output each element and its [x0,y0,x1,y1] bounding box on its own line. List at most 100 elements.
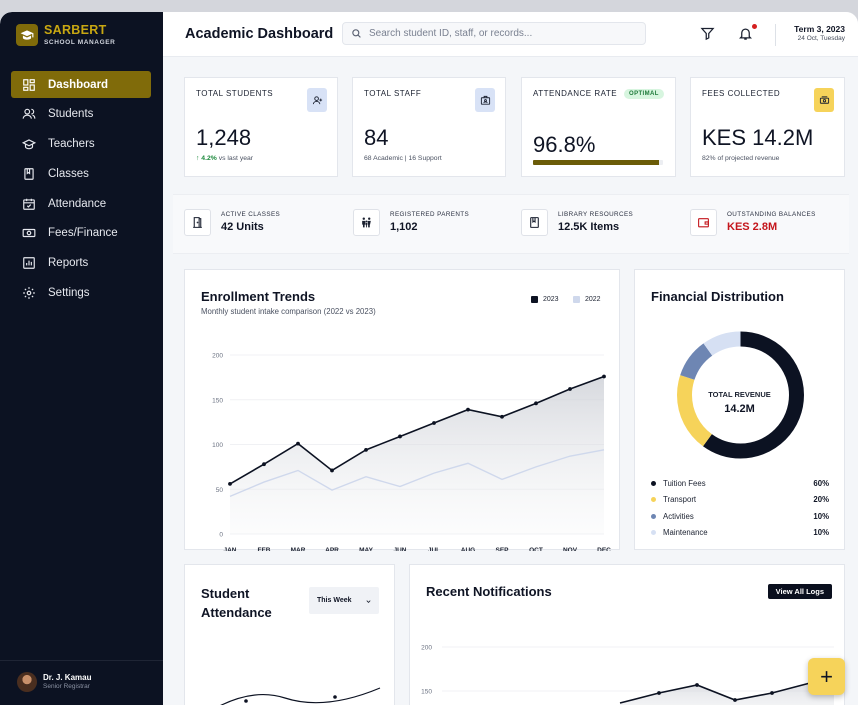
stat-label: FEES COLLECTED [702,89,781,98]
attendance-progress-bar [533,160,663,165]
stat-value: 84 [364,125,389,150]
period-select[interactable]: This Week [309,587,379,614]
x-tick-label: DEC [597,547,611,551]
legend-dot [651,530,656,536]
notif-area [620,675,834,705]
legend-label: Tuition Fees [663,478,706,488]
card-title: Financial Distribution [651,289,784,304]
x-tick-label: OCT [529,547,543,551]
search-icon [352,29,361,38]
secondary-stats-strip: ACTIVE CLASSES 42 Units REGISTERED PAREN… [173,194,849,254]
sidebar-item-settings[interactable]: Settings [11,280,151,307]
attendance-chart [220,687,381,705]
sidebar-item-label: Students [48,108,94,121]
money-icon [22,229,36,238]
data-point [733,698,737,702]
page-title: Academic Dashboard [185,26,334,42]
notification-dot [752,24,757,29]
stat-value: KES 14.2M [702,125,814,150]
filter-icon[interactable] [700,26,715,41]
sidebar-nav: Dashboard Students Teachers Classes Atte… [11,71,151,309]
brand[interactable]: SARBERT SCHOOL MANAGER [16,24,115,46]
legend-label: Transport [663,495,697,505]
x-tick-label: FEB [258,547,271,551]
y-tick-label: 0 [219,532,223,539]
legend-label: Activities [663,511,694,521]
sidebar-item-students[interactable]: Students [11,101,151,128]
sidebar-item-label: Attendance [48,197,107,210]
mini-stat-label: OUTSTANDING BALANCES [727,210,816,218]
stat-label: TOTAL STUDENTS [196,89,274,98]
legend-label: 2022 [585,296,601,303]
legend-dot [651,497,656,503]
user-profile[interactable]: Dr. J. Kamau Senior Registrar [17,672,91,692]
financial-legend-item: Transport 20% [651,492,829,509]
sidebar-item-classes[interactable]: Classes [11,160,151,187]
series-2022-line [229,449,605,498]
x-tick-label: NOV [563,547,578,551]
legend-item-2022: 2022 [573,296,601,303]
sidebar-item-reports[interactable]: Reports [11,250,151,277]
topbar-divider [775,24,776,46]
notifications-chart: 200 150 [421,645,835,705]
donut-slice [677,331,804,459]
search-input[interactable] [369,28,639,39]
sidebar-item-label: Teachers [48,138,95,151]
sidebar-item-dashboard[interactable]: Dashboard [11,71,151,98]
legend-percent: 20% [813,495,829,505]
legend-swatch [573,296,580,303]
mini-stat-registered-parents: REGISTERED PARENTS 1,102 [353,209,469,236]
graduation-cap-icon [22,139,36,150]
legend-percent: 10% [813,528,829,538]
stat-label: TOTAL STAFF [364,89,422,98]
mini-stat-outstanding-balances: OUTSTANDING BALANCES KES 2.8M [690,209,816,236]
mini-stat-value: 42 Units [221,220,264,233]
revenue-donut-chart [677,331,804,459]
sidebar-item-label: Classes [48,167,89,180]
stat-card-fees-collected: FEES COLLECTED KES 14.2M 82% of projecte… [690,77,845,177]
x-tick-label: JUN [393,547,406,551]
sidebar-item-fees-finance[interactable]: Fees/Finance [11,220,151,247]
view-all-logs-button[interactable]: View All Logs [767,584,832,599]
status-badge: OPTIMAL [624,89,664,99]
stat-change: ↑ 4.2% vs last year [196,155,254,162]
y-tick-label: 100 [212,442,223,449]
sidebar-item-label: Dashboard [48,78,109,91]
legend-swatch [531,296,538,303]
data-point-2023 [296,441,300,446]
book-icon [521,209,548,236]
legend-percent: 60% [813,478,829,488]
bell-icon[interactable] [738,26,753,41]
add-fab-button[interactable]: + [808,658,845,695]
data-point-2023 [398,434,402,439]
stat-sub: 82% of projected revenue [702,155,780,162]
x-tick-label: SEP [495,547,509,551]
data-point-2023 [228,481,232,486]
brand-subtitle: SCHOOL MANAGER [44,38,116,46]
data-point-2023 [534,401,538,406]
mini-stat-label: REGISTERED PARENTS [390,210,470,218]
sidebar-item-teachers[interactable]: Teachers [11,131,151,158]
legend-dot [651,480,656,486]
door-icon [184,209,211,236]
legend-dot [651,513,656,519]
x-tick-label: JAN [223,547,236,551]
search-bar[interactable] [342,22,646,45]
avatar [17,672,37,692]
x-tick-label: MAR [291,547,306,551]
cash-icon [814,88,834,112]
donut-center-label: TOTAL REVENUE [708,390,771,399]
mini-stat-value: 12.5K Items [558,220,620,233]
x-tick-label: JUL [428,547,440,551]
data-point-2023 [432,421,436,425]
id-badge-icon [475,88,495,112]
book-icon [24,168,34,180]
y-tick-label: 150 [421,689,432,696]
data-point-2023 [602,374,606,379]
stat-card-total-staff: TOTAL STAFF 84 68 Academic | 16 Support [352,77,506,177]
card-subtitle: Monthly student intake comparison (2022 … [201,307,376,316]
dashboard-icon [23,78,35,91]
sidebar-item-attendance[interactable]: Attendance [11,190,151,217]
data-point [657,691,661,695]
legend-percent: 10% [813,511,829,521]
